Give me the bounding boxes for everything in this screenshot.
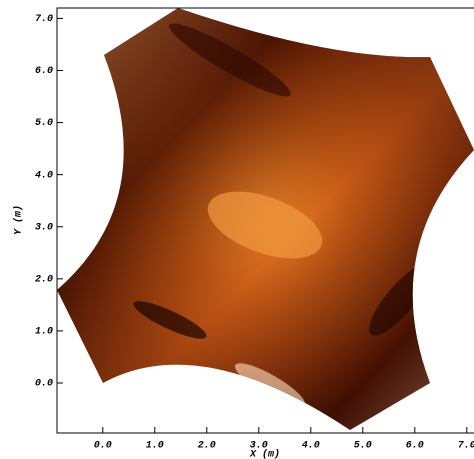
field-image bbox=[50, 0, 474, 440]
y-tick-label: 1.0 bbox=[35, 327, 53, 338]
x-tick-label: 4.0 bbox=[302, 441, 320, 452]
x-tick-label: 7.0 bbox=[458, 441, 474, 452]
x-tick-label: 5.0 bbox=[354, 441, 372, 452]
x-tick-label: 1.0 bbox=[146, 441, 164, 452]
x-tick-label: 6.0 bbox=[406, 441, 424, 452]
y-tick-label: 5.0 bbox=[35, 118, 53, 129]
chart: X (m) Y (m) 0.01.02.03.04.05.06.07.00.01… bbox=[0, 0, 474, 459]
x-tick-label: 0.0 bbox=[94, 441, 112, 452]
y-tick-label: 6.0 bbox=[35, 66, 53, 77]
y-tick-label: 2.0 bbox=[35, 274, 53, 285]
y-tick-label: 0.0 bbox=[35, 379, 53, 390]
y-tick-label: 4.0 bbox=[35, 170, 53, 181]
y-tick-label: 7.0 bbox=[35, 14, 53, 25]
page: {"chart_data": {"type": "field", "x_labe… bbox=[0, 0, 474, 459]
y-tick-label: 3.0 bbox=[35, 222, 53, 233]
y-axis-label: Y (m) bbox=[13, 205, 25, 235]
x-tick-label: 3.0 bbox=[250, 441, 268, 452]
x-tick-label: 2.0 bbox=[198, 441, 216, 452]
